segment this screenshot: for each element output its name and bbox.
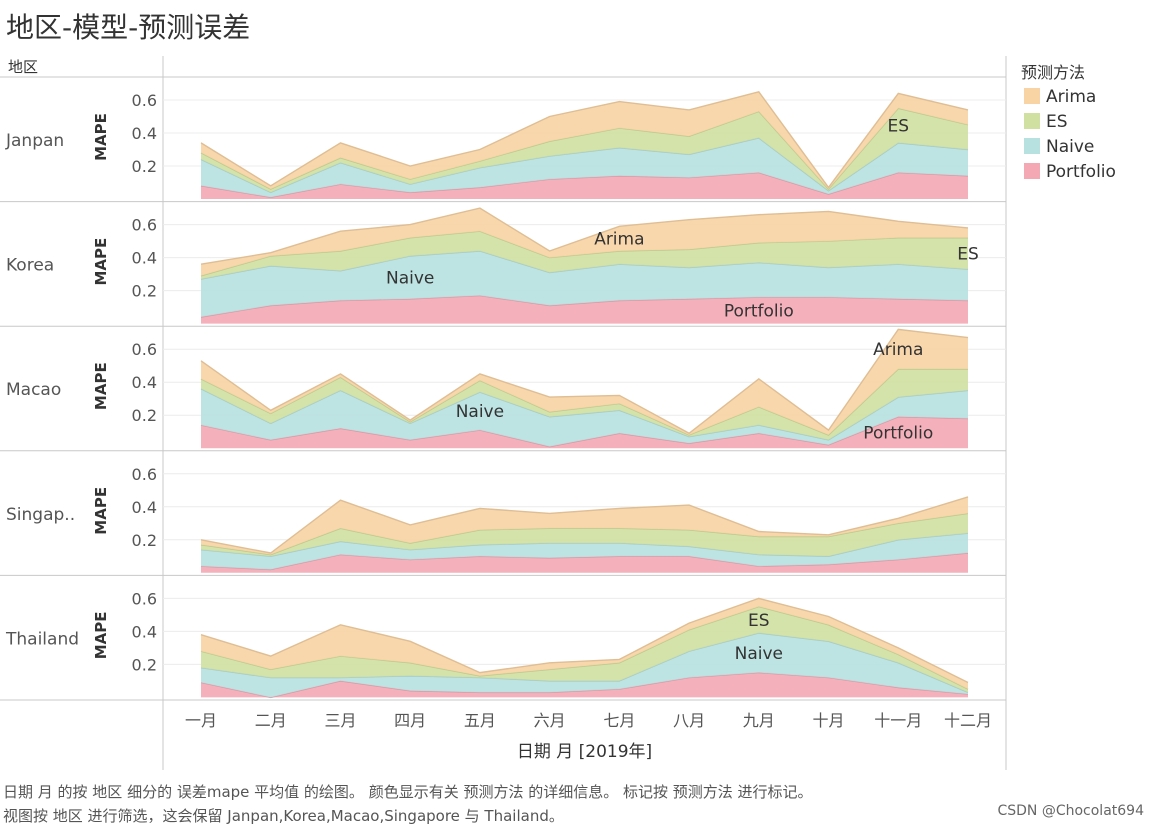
- y-tick-label-thailand: 0.2: [132, 655, 157, 674]
- area-korea-portfolio: [201, 295, 968, 324]
- y-tick-label-thailand: 0.6: [132, 589, 157, 608]
- area-singap-es: [201, 513, 968, 557]
- caption-line-2: 视图按 地区 进行筛选，这会保留 Janpan,Korea,Macao,Sing…: [3, 807, 564, 825]
- area-singap-portfolio: [201, 553, 968, 573]
- y-tick-label-korea: 0.4: [132, 249, 157, 268]
- y-axis-label-janpan: MAPE: [92, 113, 110, 161]
- area-janpan-portfolio: [201, 172, 968, 199]
- area-label-macao-arima: Arima: [873, 340, 923, 360]
- x-tick-label: 十二月: [944, 711, 992, 730]
- y-tick-label-singap: 0.2: [132, 531, 157, 550]
- area-macao-es: [201, 369, 968, 440]
- x-tick-label: 二月: [255, 711, 287, 730]
- y-tick-label-singap: 0.6: [132, 465, 157, 484]
- x-axis-label: 日期 月 [2019年]: [517, 742, 652, 762]
- area-edge-macao-arima: [200, 328, 969, 435]
- legend-swatch-arima: [1024, 88, 1040, 104]
- x-tick-label: 八月: [673, 711, 705, 730]
- legend-label-naive: Naive: [1046, 137, 1094, 157]
- x-tick-label: 九月: [743, 711, 775, 730]
- area-label-thailand-es: ES: [748, 611, 770, 631]
- region-label-singap: Singap..: [6, 505, 75, 525]
- area-label-korea-naive: Naive: [386, 268, 434, 288]
- area-edge-thailand-arima: [200, 597, 969, 684]
- chart-title: 地区-模型-预测误差: [6, 11, 251, 44]
- y-axis-label-macao: MAPE: [92, 362, 110, 410]
- x-tick-label: 五月: [464, 711, 496, 730]
- legend-label-arima: Arima: [1046, 87, 1096, 107]
- region-label-thailand: Thailand: [5, 629, 79, 649]
- watermark: CSDN @Chocolat694: [997, 803, 1144, 819]
- y-axis-label-korea: MAPE: [92, 238, 110, 286]
- area-thailand-portfolio: [201, 672, 968, 698]
- x-tick-label: 四月: [394, 711, 426, 730]
- y-axis-label-singap: MAPE: [92, 487, 110, 535]
- row-header: 地区: [8, 58, 38, 76]
- legend-swatch-naive: [1024, 138, 1040, 154]
- area-janpan-naive: [201, 137, 968, 198]
- area-korea-arima: [201, 208, 968, 276]
- area-label-thailand-naive: Naive: [735, 644, 783, 664]
- legend-label-es: ES: [1046, 112, 1068, 132]
- area-thailand-es: [201, 606, 968, 693]
- area-macao-naive: [201, 388, 968, 447]
- legend-title: 预测方法: [1021, 63, 1085, 82]
- legend-swatch-portfolio: [1024, 163, 1040, 179]
- area-thailand-arima: [201, 598, 968, 690]
- x-tick-label: 十月: [813, 711, 845, 730]
- chart-caption: 日期 月 的按 地区 细分的 误差mape 平均值 的绘图。 颜色显示有关 预测…: [3, 780, 813, 828]
- area-edge-macao-portfolio: [200, 416, 969, 448]
- region-label-macao: Macao: [6, 380, 61, 400]
- area-edge-janpan-arima: [200, 91, 969, 189]
- area-korea-es: [201, 231, 968, 280]
- area-edge-singap-arima: [200, 496, 969, 554]
- area-janpan-es: [201, 108, 968, 193]
- y-tick-label-janpan: 0.6: [132, 91, 157, 110]
- area-singap-naive: [201, 533, 968, 570]
- y-tick-label-macao: 0.6: [132, 340, 157, 359]
- y-tick-label-macao: 0.4: [132, 373, 157, 392]
- area-edge-korea-arima: [200, 207, 969, 265]
- y-tick-label-korea: 0.6: [132, 216, 157, 235]
- x-tick-label: 七月: [603, 711, 635, 730]
- y-tick-label-thailand: 0.4: [132, 622, 157, 641]
- caption-line-1: 日期 月 的按 地区 细分的 误差mape 平均值 的绘图。 颜色显示有关 预测…: [3, 783, 813, 801]
- area-label-macao-naive: Naive: [456, 402, 504, 422]
- y-tick-label-janpan: 0.2: [132, 157, 157, 176]
- x-tick-label: 三月: [324, 711, 356, 730]
- y-axis-label-thailand: MAPE: [92, 612, 110, 660]
- y-tick-label-janpan: 0.4: [132, 124, 157, 143]
- legend-swatch-es: [1024, 113, 1040, 129]
- area-label-janpan-es: ES: [887, 117, 909, 137]
- region-label-korea: Korea: [6, 256, 54, 276]
- y-tick-label-singap: 0.4: [132, 498, 157, 517]
- area-thailand-naive: [201, 633, 968, 698]
- region-label-janpan: Janpan: [5, 131, 64, 151]
- x-tick-label: 十一月: [874, 711, 922, 730]
- area-macao-portfolio: [201, 416, 968, 449]
- area-label-korea-arima: Arima: [594, 230, 644, 250]
- area-korea-naive: [201, 251, 968, 317]
- x-tick-label: 六月: [534, 711, 566, 730]
- area-singap-arima: [201, 496, 968, 555]
- area-label-korea-es: ES: [957, 244, 979, 264]
- x-tick-label: 一月: [185, 711, 217, 730]
- area-label-macao-portfolio: Portfolio: [863, 424, 933, 444]
- legend-label-portfolio: Portfolio: [1046, 162, 1116, 182]
- area-label-korea-portfolio: Portfolio: [724, 301, 794, 321]
- y-tick-label-korea: 0.2: [132, 282, 157, 301]
- y-tick-label-macao: 0.2: [132, 406, 157, 425]
